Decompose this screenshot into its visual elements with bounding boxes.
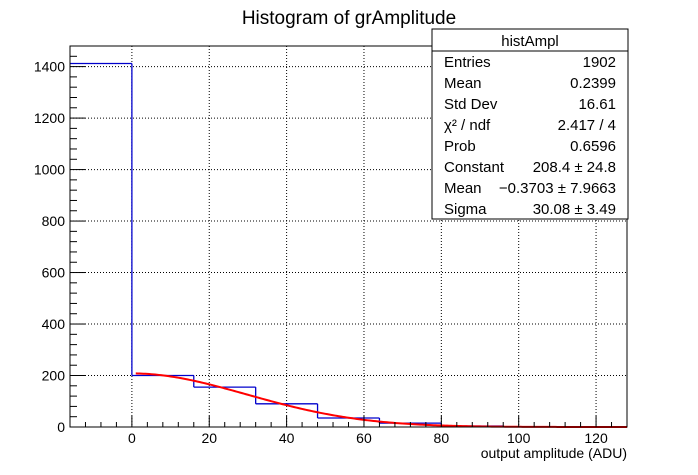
x-tick-label: 0 [128,430,136,446]
stats-row-label: Prob [444,138,476,155]
y-tick-label: 1200 [34,110,65,126]
y-tick-label: 800 [42,213,66,229]
x-axis-label: output amplitude (ADU) [481,445,627,461]
stats-box-frame [431,28,629,220]
stats-row-label: Mean [444,180,482,197]
stats-row-label: Sigma [444,201,487,218]
stats-row-label: χ² / ndf [444,117,491,134]
y-tick-label: 1400 [34,59,65,75]
stats-row-value: 30.08 ± 3.49 [533,201,616,218]
stats-row-label: Entries [444,54,491,71]
x-tick-label: 80 [434,430,450,446]
y-tick-label: 400 [42,316,66,332]
stats-row-value: 208.4 ± 24.8 [533,159,616,176]
stats-row-label: Std Dev [444,96,498,113]
stats-row-label: Mean [444,75,482,92]
x-tick-label: 120 [584,430,608,446]
chart-title: Histogram of grAmplitude [242,8,456,29]
stats-row-value: −0.3703 ± 7.9663 [499,180,616,197]
stats-box: histAmpl Entries 1902 Mean 0.2399 Std Dev 16.6… [431,28,629,220]
x-tick-label: 100 [507,430,531,446]
x-tick-label: 60 [356,430,372,446]
stats-row-value: 0.6596 [570,138,616,155]
y-tick-label: 200 [42,368,66,384]
x-tick-label: 20 [201,430,217,446]
stats-row-label: Constant [444,159,505,176]
y-tick-label: 600 [42,265,66,281]
x-tick-label: 40 [279,430,295,446]
stats-row-value: 1902 [583,54,616,71]
stats-row-value: 0.2399 [570,75,616,92]
stats-box-title: histAmpl [501,33,559,50]
y-tick-label: 1000 [34,162,65,178]
stats-row-value: 2.417 / 4 [558,117,616,134]
y-tick-label: 0 [57,419,65,435]
stats-row-value: 16.61 [578,96,616,113]
